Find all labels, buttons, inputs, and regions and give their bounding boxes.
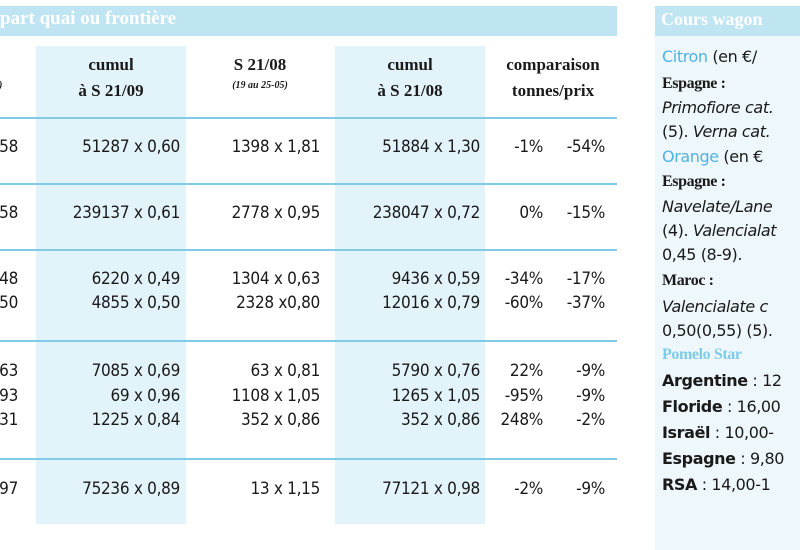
pomelo-heading: Pomelo Star [662,346,742,363]
column-header-cumul-21-08: cumul à S 21/08 [377,55,443,100]
price-israel: Israël : 10,00- [662,423,774,442]
row-divider [0,458,617,460]
orange-heading: Orange (en € [662,147,763,166]
row-label-cell: 31 [0,410,18,430]
cumul-21-08-cell: 51884 x 1,30 [382,137,480,157]
price-rsa: RSA : 14,00-1 [662,475,771,494]
compare-tonnes-cell: -2% [514,479,543,499]
cours-wagon-title: Cours wagon [661,9,763,29]
cours-wagon-panel [655,6,800,550]
row-divider [0,117,617,119]
table-section-header: part quai ou frontière [0,6,617,36]
compare-tonnes-cell: 0% [519,203,543,223]
cumul-21-08-cell: 1265 x 1,05 [391,386,481,406]
cumul-21-09-cell: 6220 x 0,49 [91,269,181,289]
cumul-21-09-cell: 1225 x 0,84 [91,410,181,430]
cumul-21-08-cell: 9436 x 0,59 [391,269,481,289]
compare-prix-cell: -17% [566,269,606,289]
s21-08-cell: 1108 x 1,05 [231,386,321,406]
column-header-0: 5) [0,52,14,94]
row-label-cell: 48 [0,269,18,289]
citron-heading: Citron (en €/ [662,47,757,66]
column-header-s21-08: S 21/08 (19 au 25-05) [232,55,288,91]
cumul-21-09-cell: 75236 x 0,89 [82,479,180,499]
compare-tonnes-cell: -60% [504,293,544,313]
variety-line: Primofiore cat. [662,98,774,117]
row-divider [0,249,617,251]
cumul-21-09-cell: 51287 x 0,60 [82,137,180,157]
compare-prix-cell: -2% [576,410,605,430]
cumul-21-08-cell: 77121 x 0,98 [382,479,480,499]
compare-tonnes-cell: 22% [509,361,543,381]
s21-08-cell: 2328 x0,80 [236,293,320,313]
variety-line: Valencialate c [662,297,768,316]
s21-08-cell: 1304 x 0,63 [231,269,321,289]
variety-line: (5). Verna cat. [662,122,771,141]
s21-08-cell: 1398 x 1,81 [231,137,321,157]
compare-prix-cell: -54% [566,137,606,157]
compare-tonnes-cell: -1% [514,137,543,157]
compare-tonnes-cell: 248% [500,410,543,430]
origin-maroc: Maroc : [662,272,714,289]
cumul-21-08-cell: 238047 x 0,72 [372,203,481,223]
compare-prix-cell: -15% [566,203,606,223]
price-argentine: Argentine : 12 [662,371,782,390]
compare-prix-cell: -9% [576,479,605,499]
price-floride: Floride : 16,00 [662,397,781,416]
row-label-cell: 58 [0,137,18,157]
compare-prix-cell: -9% [576,361,605,381]
compare-tonnes-cell: -34% [504,269,544,289]
origin-espagne: Espagne : [662,173,726,190]
variety-line: Navelate/Lane [662,197,773,216]
column-header-cumul-21-09: cumul à S 21/09 [78,55,144,100]
row-label-cell: 93 [0,386,18,406]
table-section-title: part quai ou frontière [0,8,177,29]
compare-prix-cell: -9% [576,386,605,406]
cumul-21-08-cell: 5790 x 0,76 [391,361,481,381]
compare-tonnes-cell: -95% [504,386,544,406]
row-label-cell: 58 [0,203,18,223]
cumul-21-08-cell: 12016 x 0,79 [382,293,480,313]
row-label-cell: 63 [0,361,18,381]
s21-08-cell: 2778 x 0,95 [231,203,321,223]
column-shade-cumul-21-08 [335,46,485,524]
row-divider [0,183,617,185]
cumul-21-09-cell: 239137 x 0,61 [72,203,181,223]
column-shade-cumul-21-09 [36,46,186,524]
cumul-21-08-cell: 352 x 0,86 [401,410,480,430]
column-header-comparaison: comparaison tonnes/prix [506,55,600,100]
price-line: 0,50(0,55) (5). [662,321,773,340]
s21-08-cell: 352 x 0,86 [241,410,320,430]
cours-wagon-header: Cours wagon [655,6,800,36]
row-label-cell: 97 [0,479,18,499]
s21-08-cell: 63 x 0,81 [250,361,320,381]
cumul-21-09-cell: 69 x 0,96 [110,386,180,406]
cumul-21-09-cell: 4855 x 0,50 [91,293,181,313]
variety-line: (4). Valencialat [662,221,777,240]
price-espagne: Espagne : 9,80 [662,449,784,468]
price-line: 0,45 (8-9). [662,245,743,264]
row-label-cell: 50 [0,293,18,313]
compare-prix-cell: -37% [566,293,606,313]
s21-08-cell: 13 x 1,15 [250,479,320,499]
row-divider [0,340,617,342]
origin-espagne: Espagne : [662,75,726,92]
cumul-21-09-cell: 7085 x 0,69 [91,361,181,381]
